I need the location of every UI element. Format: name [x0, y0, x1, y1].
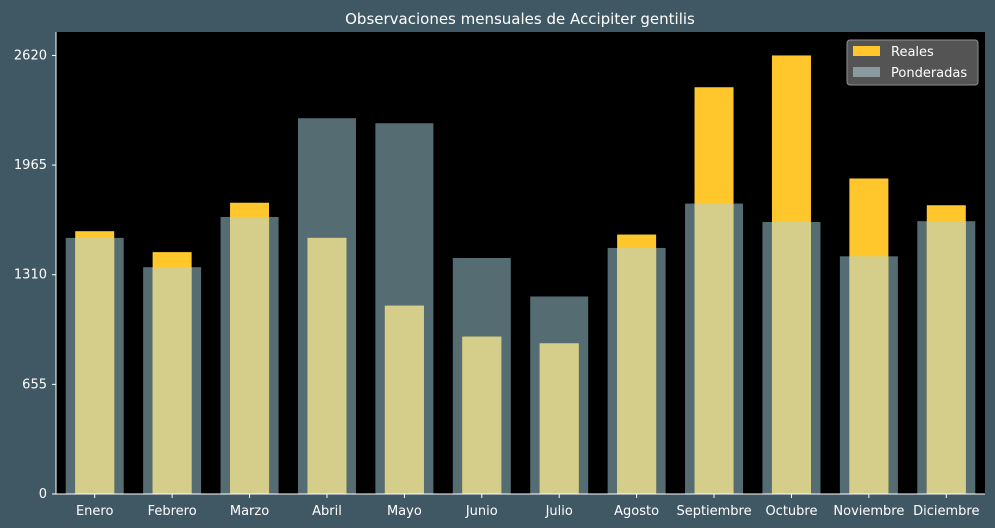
- x-tick-label-7: Agosto: [614, 504, 659, 519]
- x-tick-label-3: Abril: [312, 504, 342, 519]
- x-tick-label-11: Diciembre: [913, 504, 979, 519]
- legend-swatch-reales: [853, 46, 880, 56]
- legend-label-reales: Reales: [891, 45, 934, 60]
- y-tick-label-0: 0: [39, 487, 47, 502]
- bar-overlap-2: [230, 216, 270, 494]
- x-tick-label-5: Junio: [465, 504, 498, 519]
- plot-area: [56, 32, 985, 494]
- y-tick-label-4: 2620: [14, 48, 47, 63]
- bar-overlap-6: [539, 343, 579, 494]
- x-tick-label-0: Enero: [76, 504, 114, 519]
- y-tick-label-3: 1965: [14, 158, 47, 173]
- axes-group: Enero Febrero Marzo Abril Mayo Junio Julio Agos…: [14, 32, 985, 519]
- bar-overlap-10: [849, 256, 889, 494]
- x-tick-label-10: Noviembre: [833, 504, 904, 519]
- legend-swatch-ponderadas: [853, 67, 880, 77]
- bar-overlap-0: [75, 237, 115, 495]
- bar-overlap-7: [617, 247, 657, 494]
- bar-overlap-3: [307, 237, 347, 495]
- bar-overlap-8: [694, 203, 734, 494]
- x-tick-label-9: Octubre: [765, 504, 817, 519]
- chart-title: Observaciones mensuales de Accipiter gen…: [345, 10, 695, 28]
- overlap-bars-group: [75, 203, 966, 495]
- bar-overlap-1: [152, 267, 192, 494]
- y-tick-label-2: 1310: [14, 268, 47, 283]
- x-tick-label-8: Septiembre: [676, 504, 751, 519]
- x-tick-label-1: Febrero: [148, 504, 197, 519]
- bar-overlap-5: [462, 336, 502, 494]
- x-tick-label-2: Marzo: [230, 504, 269, 519]
- x-tick-label-4: Mayo: [387, 504, 422, 519]
- x-tick-label-6: Julio: [545, 504, 573, 519]
- y-tick-label-1: 655: [22, 377, 47, 392]
- bar-overlap-9: [771, 221, 811, 494]
- bar-overlap-4: [384, 305, 424, 494]
- bar-overlap-11: [926, 221, 966, 495]
- legend-label-ponderadas: Ponderadas: [891, 66, 967, 81]
- legend: Reales Ponderadas: [846, 39, 979, 86]
